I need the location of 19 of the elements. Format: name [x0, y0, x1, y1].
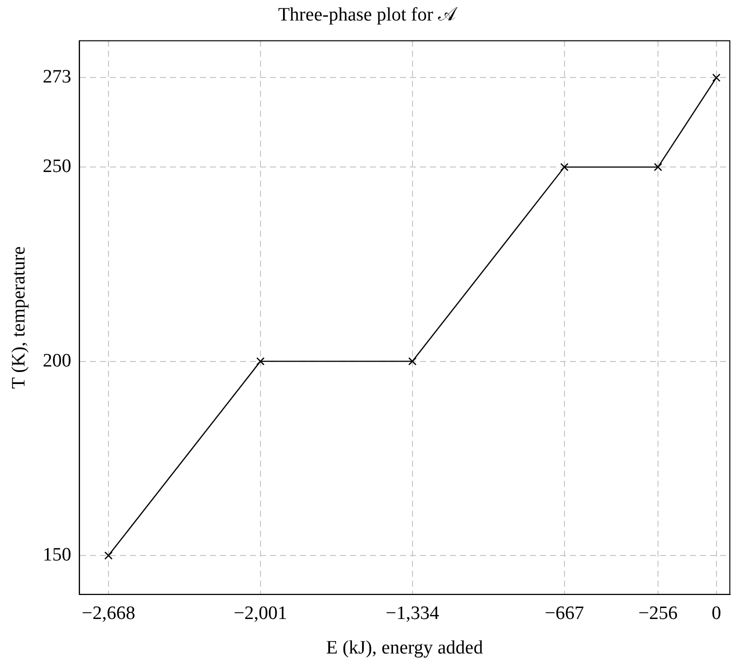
point: [712, 74, 720, 82]
point: [654, 162, 662, 172]
x-tick-label: −1,334: [386, 602, 440, 624]
y-tick-label: 250: [42, 156, 72, 178]
chart-title: Three-phase plot for 𝒜: [278, 4, 458, 26]
x-tick-label: −667: [544, 602, 584, 624]
point: [560, 162, 569, 172]
x-tick-label: −2,001: [234, 602, 288, 624]
y-axis-title: T (K), temperature: [8, 246, 30, 389]
x-tick-label: −2,668: [82, 602, 136, 624]
y-tick-label: 150: [42, 544, 72, 566]
x-tick-label: −256: [638, 602, 678, 624]
x-axis-title: E (kJ), energy added: [326, 638, 484, 659]
x-tick-label: 0: [712, 602, 722, 624]
point: [408, 357, 417, 366]
y-tick-label: 273: [42, 66, 72, 88]
point: [256, 357, 265, 366]
point: [104, 551, 113, 560]
y-tick-label: 200: [42, 350, 72, 372]
